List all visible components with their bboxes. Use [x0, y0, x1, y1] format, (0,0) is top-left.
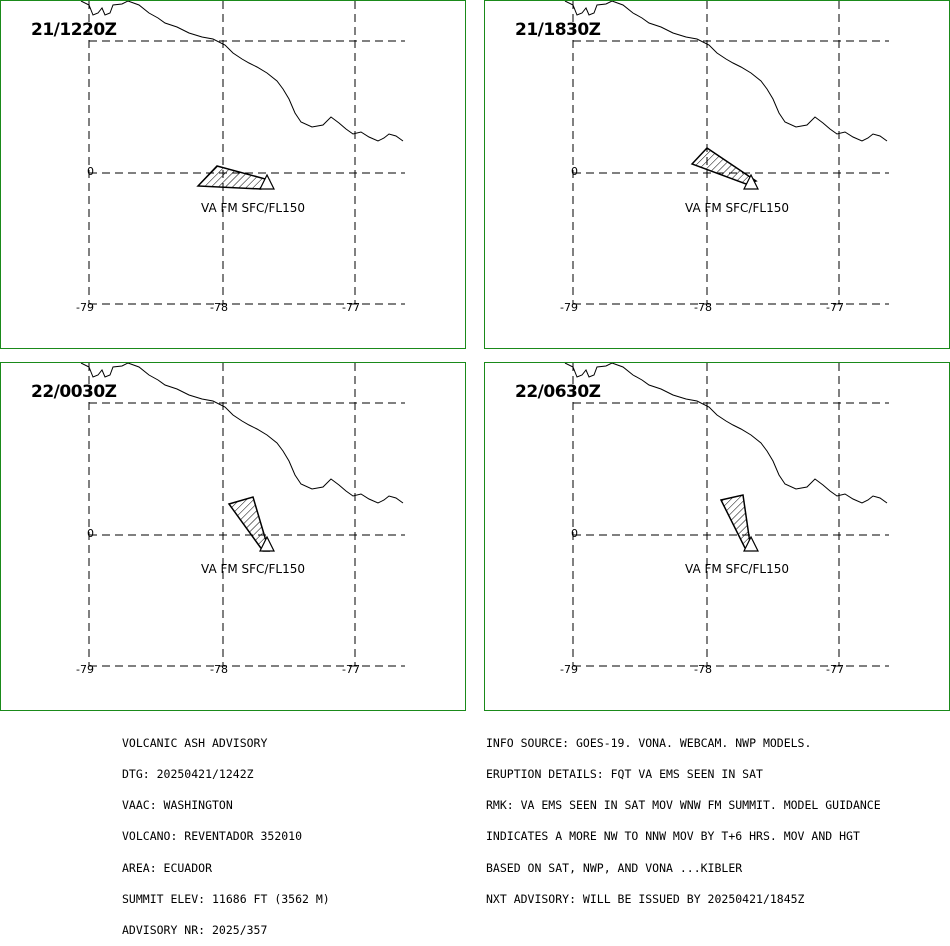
lat-tick-label: 0: [87, 165, 94, 178]
advisory-line: AREA: ECUADOR: [122, 860, 213, 875]
volcano-icon: [743, 535, 759, 552]
lon-tick-label: -79: [76, 663, 94, 676]
graticule-grid: [88, 1, 405, 305]
map-panel-1: 21/1220Z VA FM SFC/FL150 0 -79 -78 -77: [0, 0, 466, 349]
advisory-line: INDICATES A MORE NW TO NNW MOV BY T+6 HR…: [486, 829, 860, 844]
advisory-line: VAAC: WASHINGTON: [122, 798, 233, 813]
map-canvas-2: [564, 1, 889, 305]
lon-tick-label: -78: [694, 301, 712, 314]
lon-tick-label: -78: [210, 301, 228, 314]
advisory-line: INFO SOURCE: GOES-19. VONA. WEBCAM. NWP …: [486, 735, 812, 750]
volcano-icon: [259, 535, 275, 552]
volcano-icon: [743, 173, 759, 190]
coastline: [564, 363, 888, 504]
lon-tick-label: -77: [826, 301, 844, 314]
advisory-line: VOLCANO: REVENTADOR 352010: [122, 829, 303, 844]
advisory-line: SUMMIT ELEV: 11686 FT (3562 M): [122, 891, 330, 906]
graticule-grid: [88, 363, 405, 667]
lat-tick-label: 0: [571, 165, 578, 178]
lon-tick-label: -78: [210, 663, 228, 676]
ash-cloud-polygon: [690, 147, 758, 185]
lon-tick-label: -79: [560, 663, 578, 676]
lon-tick-label: -77: [342, 663, 360, 676]
advisory-line: NXT ADVISORY: WILL BE ISSUED BY 20250421…: [486, 891, 805, 906]
advisory-line: ERUPTION DETAILS: FQT VA EMS SEEN IN SAT: [486, 767, 763, 782]
advisory-text-right: INFO SOURCE: GOES-19. VONA. WEBCAM. NWP …: [486, 717, 881, 915]
lon-tick-label: -77: [342, 301, 360, 314]
advisory-line: DTG: 20250421/1242Z: [122, 767, 254, 782]
lat-tick-label: 0: [571, 527, 578, 540]
valid-time-label: 22/0030Z: [31, 382, 117, 402]
map-canvas-1: [80, 1, 405, 305]
coastline: [80, 1, 404, 142]
coastline: [564, 1, 888, 142]
ash-altitude-label: VA FM SFC/FL150: [201, 201, 305, 215]
ash-cloud-polygon: [719, 494, 752, 551]
ash-altitude-label: VA FM SFC/FL150: [685, 201, 789, 215]
ash-cloud-polygon: [196, 165, 271, 190]
valid-time-label: 22/0630Z: [515, 382, 601, 402]
ash-altitude-label: VA FM SFC/FL150: [201, 562, 305, 576]
advisory-line: BASED ON SAT, NWP, AND VONA ...KIBLER: [486, 860, 743, 875]
volcano-icon: [259, 173, 275, 190]
coastline: [80, 363, 404, 504]
lon-tick-label: -77: [826, 663, 844, 676]
map-canvas-3: [80, 363, 405, 667]
advisory-line: VOLCANIC ASH ADVISORY: [122, 735, 268, 750]
map-panel-3: 22/0030Z VA FM SFC/FL150 0 -79 -78 -77: [0, 362, 466, 711]
map-panel-4: 22/0630Z VA FM SFC/FL150 0 -79 -78 -77: [484, 362, 950, 711]
map-canvas-4: [564, 363, 889, 667]
graticule-grid: [572, 363, 889, 667]
lon-tick-label: -79: [76, 301, 94, 314]
valid-time-label: 21/1220Z: [31, 20, 117, 40]
lon-tick-label: -79: [560, 301, 578, 314]
ash-altitude-label: VA FM SFC/FL150: [685, 562, 789, 576]
advisory-line: ADVISORY NR: 2025/357: [122, 923, 268, 938]
advisory-text-left: VOLCANIC ASH ADVISORY DTG: 20250421/1242…: [122, 717, 330, 946]
graticule-grid: [572, 1, 889, 305]
map-panel-2: 21/1830Z VA FM SFC/FL150 0 -79 -78 -77: [484, 0, 950, 349]
valid-time-label: 21/1830Z: [515, 20, 601, 40]
lon-tick-label: -78: [694, 663, 712, 676]
ash-cloud-polygon: [227, 496, 271, 552]
lat-tick-label: 0: [87, 527, 94, 540]
advisory-line: RMK: VA EMS SEEN IN SAT MOV WNW FM SUMMI…: [486, 798, 881, 813]
